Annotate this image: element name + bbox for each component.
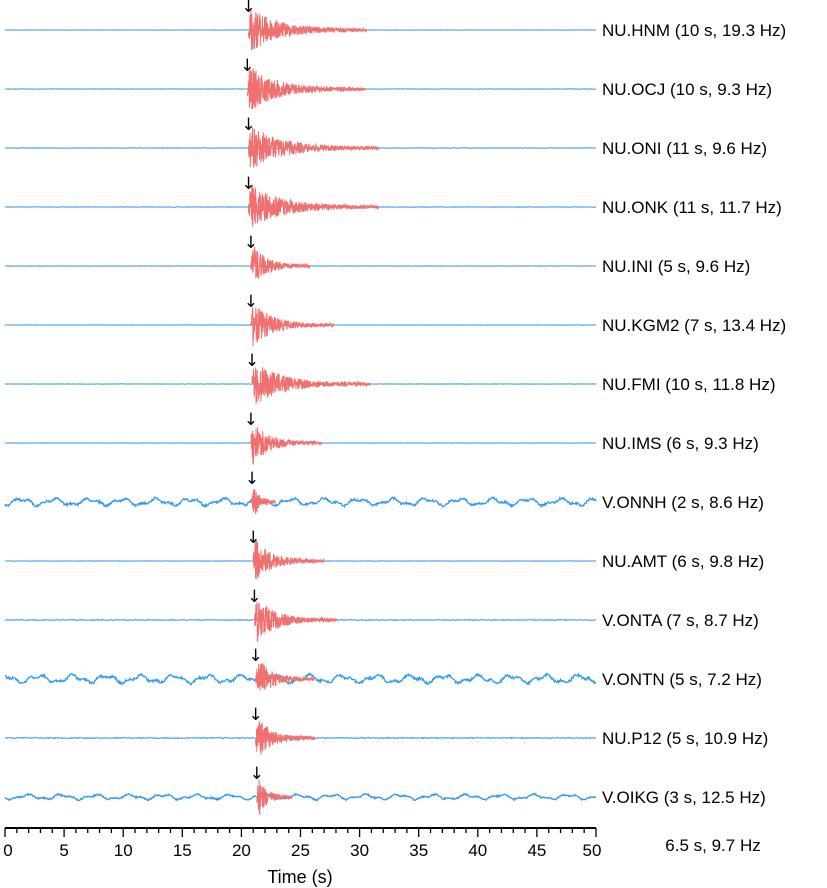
trace-10: ↓	[4, 587, 597, 642]
signal-line-11	[255, 662, 315, 691]
station-label-4: NU.INI (5 s, 9.6 Hz)	[602, 257, 750, 276]
signal-line-13	[256, 779, 293, 816]
x-tick-label: 45	[527, 841, 546, 860]
signal-line-7	[250, 427, 323, 465]
summary-label: 6.5 s, 9.7 Hz	[665, 836, 760, 855]
trace-6: ↓	[4, 351, 597, 404]
arrival-arrow-icon: ↓	[240, 56, 254, 76]
station-label-6: NU.FMI (10 s, 11.8 Hz)	[602, 375, 776, 394]
signal-line-2	[247, 127, 380, 168]
x-tick-label: 0	[3, 841, 12, 860]
x-tick-label: 30	[350, 841, 369, 860]
signal-line-4	[250, 246, 311, 279]
station-label-12: NU.P12 (5 s, 10.9 Hz)	[602, 729, 768, 748]
trace-13: ↓	[4, 764, 597, 816]
x-tick-label: 35	[409, 841, 428, 860]
station-label-3: NU.ONK (11 s, 11.7 Hz)	[602, 198, 782, 217]
arrival-arrow-icon: ↓	[241, 115, 255, 135]
x-tick-label: 25	[291, 841, 310, 860]
signal-line-10	[253, 601, 338, 642]
signal-line-6	[251, 367, 371, 404]
x-tick-label: 50	[583, 841, 602, 860]
x-tick-label: 40	[468, 841, 487, 860]
station-labels-group: NU.HNM (10 s, 19.3 Hz) NU.OCJ (10 s, 9.3 …	[602, 21, 786, 807]
arrival-arrow-icon: ↓	[248, 705, 262, 725]
x-axis: 0 5 10 15 20 25 30 35 40 45 50	[3, 827, 602, 860]
traces-group: ↓ ↓ ↓ ↓ ↓ ↓ ↓ ↓ ↓ ↓ ↓ ↓ ↓ ↓	[4, 0, 597, 816]
arrival-arrow-icon: ↓	[245, 469, 259, 489]
signal-line-3	[247, 185, 379, 227]
trace-9: ↓	[4, 528, 596, 580]
trace-7: ↓	[4, 410, 597, 465]
arrival-arrow-icon: ↓	[247, 587, 261, 607]
station-label-7: NU.IMS (6 s, 9.3 Hz)	[602, 434, 759, 453]
x-axis-label: Time (s)	[267, 867, 332, 887]
station-label-0: NU.HNM (10 s, 19.3 Hz)	[602, 21, 786, 40]
arrival-arrow-icon: ↓	[246, 528, 260, 548]
station-label-10: V.ONTA (7 s, 8.7 Hz)	[602, 611, 759, 630]
arrival-arrow-icon: ↓	[248, 646, 262, 666]
station-label-13: V.OIKG (3 s, 12.5 Hz)	[602, 788, 766, 807]
signal-line-12	[255, 721, 316, 755]
station-label-1: NU.OCJ (10 s, 9.3 Hz)	[602, 80, 772, 99]
arrival-arrow-icon: ↓	[244, 233, 258, 253]
station-label-9: NU.AMT (6 s, 9.8 Hz)	[602, 552, 764, 571]
x-tick-label: 15	[173, 841, 192, 860]
arrival-arrow-icon: ↓	[250, 764, 264, 784]
station-label-5: NU.KGM2 (7 s, 13.4 Hz)	[602, 316, 786, 335]
x-tick-label: 5	[59, 841, 68, 860]
noise-line-13	[4, 792, 597, 802]
station-label-2: NU.ONI (11 s, 9.6 Hz)	[602, 139, 767, 158]
trace-4: ↓	[4, 233, 597, 279]
trace-5: ↓	[4, 292, 597, 347]
signal-line-5	[250, 307, 335, 347]
station-label-8: V.ONNH (2 s, 8.6 Hz)	[602, 493, 764, 512]
x-tick-label: 10	[114, 841, 133, 860]
signal-line-1	[246, 68, 366, 110]
trace-2: ↓	[4, 115, 597, 168]
trace-11: ↓	[4, 646, 597, 691]
arrival-arrow-icon: ↓	[241, 0, 255, 17]
x-tick-label: 20	[232, 841, 251, 860]
trace-0: ↓	[4, 0, 597, 51]
noise-line-8	[4, 495, 597, 509]
arrival-arrow-icon: ↓	[245, 351, 259, 371]
trace-3: ↓	[4, 174, 597, 227]
trace-8: ↓	[4, 469, 597, 514]
signal-line-0	[247, 10, 368, 51]
trace-12: ↓	[4, 705, 597, 755]
trace-1: ↓	[4, 56, 597, 110]
signal-line-8	[251, 489, 277, 514]
station-label-11: V.ONTN (5 s, 7.2 Hz)	[602, 670, 762, 689]
arrival-arrow-icon: ↓	[241, 174, 255, 194]
arrival-arrow-icon: ↓	[244, 292, 258, 312]
arrival-arrow-icon: ↓	[244, 410, 258, 430]
signal-line-9	[252, 540, 325, 580]
